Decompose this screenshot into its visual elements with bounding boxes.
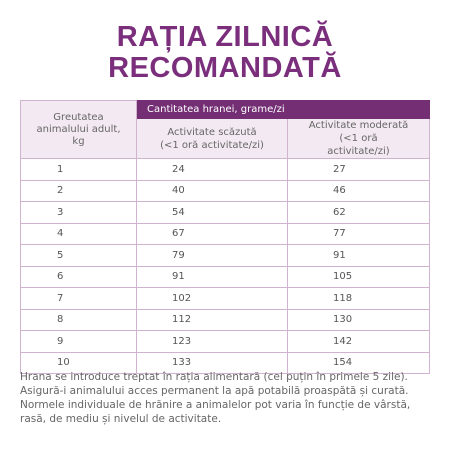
table-cell: 6 — [20, 265, 137, 288]
table-cell: 77 — [287, 222, 430, 245]
weight-header: Greutatea animalului adult, kg — [20, 100, 137, 159]
table-cell: 105 — [287, 265, 430, 288]
sub-header: Activitate scăzută (<1 oră activitate/zi… — [136, 118, 288, 159]
table-cell: 79 — [136, 244, 288, 267]
group-header: Cantitatea hranei, grame/zi — [136, 100, 430, 119]
table-cell: 91 — [136, 265, 288, 288]
title: RAȚIA ZILNICĂ RECOMANDATĂ — [0, 22, 450, 84]
table-row: 1 24 27 — [20, 158, 430, 181]
table-cell: 9 — [20, 330, 137, 353]
table-cell: 91 — [287, 244, 430, 267]
table-cell: 130 — [287, 308, 430, 331]
table-cell: 10 — [20, 351, 137, 374]
table-row: 4 67 77 — [20, 222, 430, 245]
table-cell: 1 — [20, 158, 137, 181]
table-cell: 4 — [20, 222, 137, 245]
table-cell: 8 — [20, 308, 137, 331]
table-cell: 27 — [287, 158, 430, 181]
sub-header: Activitate moderată (<1 oră activitate/z… — [287, 118, 430, 159]
table-row: 10 133 154 — [20, 351, 430, 374]
table-cell: 5 — [20, 244, 137, 267]
title-line: RAȚIA ZILNICĂ — [116, 21, 334, 53]
footnote: Hrana se introduce treptat în rația alim… — [20, 371, 411, 425]
table-cell: 62 — [287, 201, 430, 224]
table-cell: 7 — [20, 287, 137, 310]
table-cell: 154 — [287, 351, 430, 374]
table-row: 5 79 91 — [20, 244, 430, 267]
table-cell: 67 — [136, 222, 288, 245]
table-cell: 24 — [136, 158, 288, 181]
table-cell: 54 — [136, 201, 288, 224]
table-cell: 142 — [287, 330, 430, 353]
table-cell: 2 — [20, 179, 137, 202]
table-row: 2 40 46 — [20, 179, 430, 202]
table-cell: 133 — [136, 351, 288, 374]
table-row: 9 123 142 — [20, 330, 430, 353]
table-cell: 102 — [136, 287, 288, 310]
title-line: RECOMANDATĂ — [108, 52, 342, 84]
table-cell: 46 — [287, 179, 430, 202]
table-row: 8 112 130 — [20, 308, 430, 331]
table-row: 7 102 118 — [20, 287, 430, 310]
ration-table: Greutatea animalului adult, kg Cantitate… — [20, 100, 430, 374]
table-cell: 123 — [136, 330, 288, 353]
table-body: 1 24 27 2 40 46 3 54 62 4 67 77 5 79 91 6 91 105 7 102 118 8 1… — [20, 158, 430, 374]
table-row: 3 54 62 — [20, 201, 430, 224]
table-cell: 40 — [136, 179, 288, 202]
table-cell: 3 — [20, 201, 137, 224]
table-cell: 118 — [287, 287, 430, 310]
table-row: 6 91 105 — [20, 265, 430, 288]
table-cell: 112 — [136, 308, 288, 331]
